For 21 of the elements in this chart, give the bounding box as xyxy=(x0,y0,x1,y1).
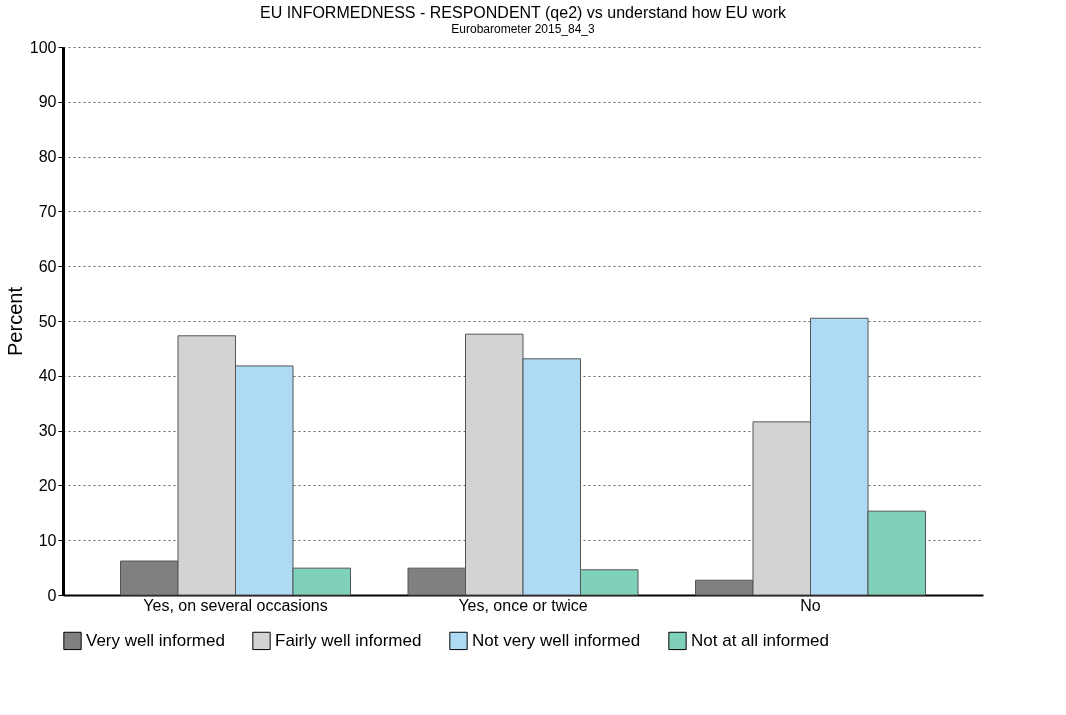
y-tick-label: 90 xyxy=(38,93,57,111)
y-tick-label: 80 xyxy=(38,148,57,166)
chart-subtitle: Eurobarometer 2015_84_3 xyxy=(451,22,596,36)
x-tick-label: Yes, on several occasions xyxy=(143,596,328,614)
y-tick-label: 60 xyxy=(38,257,57,275)
y-tick-label: 10 xyxy=(38,531,57,549)
legend-label: Not very well informed xyxy=(472,630,641,650)
y-tick-label: 50 xyxy=(38,312,57,330)
y-tick-label: 0 xyxy=(47,586,57,604)
legend-label: Very well informed xyxy=(86,630,225,650)
y-tick-label: 30 xyxy=(38,422,57,440)
chart-title: EU INFORMEDNESS - RESPONDENT (qe2) vs understand how EU work xyxy=(259,4,788,21)
legend-label: Not at all informed xyxy=(691,630,829,650)
y-tick-label: 40 xyxy=(38,367,57,385)
y-tick-label: 70 xyxy=(38,202,57,220)
x-tick-label: No xyxy=(800,596,821,614)
y-tick-label: 20 xyxy=(38,476,57,494)
y-axis-title: Percent xyxy=(3,286,26,356)
y-tick-label: 100 xyxy=(29,38,57,56)
x-tick-label: Yes, once or twice xyxy=(458,596,588,614)
legend-label: Fairly well informed xyxy=(275,630,422,650)
